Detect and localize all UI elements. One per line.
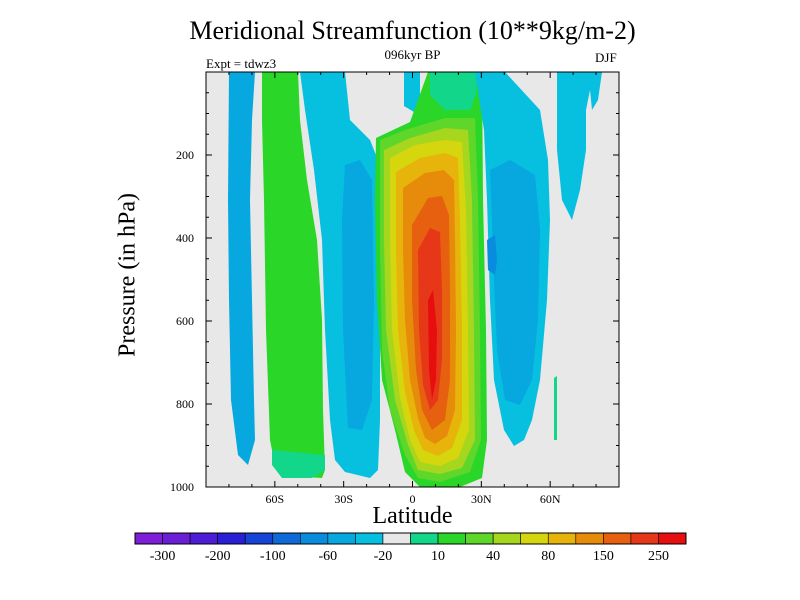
y-tick-label: 200 [176, 148, 194, 162]
contour-fills [228, 72, 602, 487]
x-tick-label: 0 [410, 492, 416, 506]
colorbar-swatch [382, 532, 411, 545]
tropical-core-max [428, 290, 437, 400]
colorbar-label: -200 [205, 549, 231, 564]
tropical-top-edge [430, 72, 477, 110]
colorbar-swatch [134, 532, 163, 545]
x-tick-label: 60N [540, 492, 561, 506]
colorbar-label: 250 [648, 549, 669, 564]
colorbar-swatch [327, 532, 356, 545]
colorbar-swatch [410, 532, 439, 545]
colorbar-frame [134, 532, 687, 545]
colorbar-swatch [299, 532, 329, 545]
colorbar-label: 40 [486, 549, 500, 564]
colorbar-swatch [603, 532, 632, 545]
colorbar-label: 150 [593, 549, 614, 564]
colorbar-swatch [492, 532, 521, 545]
northern-polar-negative [557, 72, 602, 220]
x-axis-label: Latitude [372, 503, 453, 529]
colorbar-swatch [217, 532, 246, 545]
northern-negative-spot [487, 235, 497, 275]
colorbar-label: 80 [541, 549, 555, 564]
colorbar-swatch [244, 532, 274, 545]
season-label: DJF [595, 50, 617, 65]
colorbar-swatch [547, 532, 577, 545]
y-tick-label: 400 [176, 231, 194, 245]
colorbar-swatch [355, 532, 384, 545]
colorbar-swatch [272, 532, 301, 545]
colorbar-label: -60 [319, 549, 338, 564]
y-tick-label: 1000 [170, 480, 194, 494]
chart-title: Meridional Streamfunction (10**9kg/m-2) [189, 16, 636, 45]
x-tick-label: 60S [265, 492, 284, 506]
colorbar-swatch [630, 532, 659, 545]
colorbar-label: -20 [374, 549, 393, 564]
colorbar-label: -300 [150, 549, 176, 564]
top-negative-blob [404, 72, 420, 112]
y-tick-label: 600 [176, 314, 194, 328]
colorbar: -300 -200 -100 -60 -20 10 40 80 150 250 [134, 532, 687, 564]
southern-positive-edge [272, 450, 325, 478]
southern-negative-core [342, 160, 374, 430]
southern-positive-band [262, 72, 325, 478]
northern-negative-core [490, 160, 540, 405]
experiment-label: Expt = tdwz3 [206, 56, 277, 71]
colorbar-swatch [575, 532, 604, 545]
colorbar-swatch [465, 532, 494, 545]
x-tick-label: 30S [334, 492, 353, 506]
colorbar-swatch [520, 532, 549, 545]
colorbar-label: 10 [431, 549, 445, 564]
axes: 60S 30S 0 30N 60N 200 400 600 800 1000 [170, 72, 619, 506]
colorbar-label: -100 [260, 549, 286, 564]
colorbar-swatch [658, 532, 687, 545]
colorbar-swatch [189, 532, 218, 545]
northern-positive-streak [554, 376, 557, 440]
x-tick-label: 30N [471, 492, 492, 506]
y-tick-label: 800 [176, 397, 194, 411]
chart-subtitle: 096kyr BP [384, 47, 441, 62]
colorbar-swatch [437, 532, 466, 545]
colorbar-swatch [162, 532, 191, 545]
polar-negative-band [228, 72, 255, 465]
